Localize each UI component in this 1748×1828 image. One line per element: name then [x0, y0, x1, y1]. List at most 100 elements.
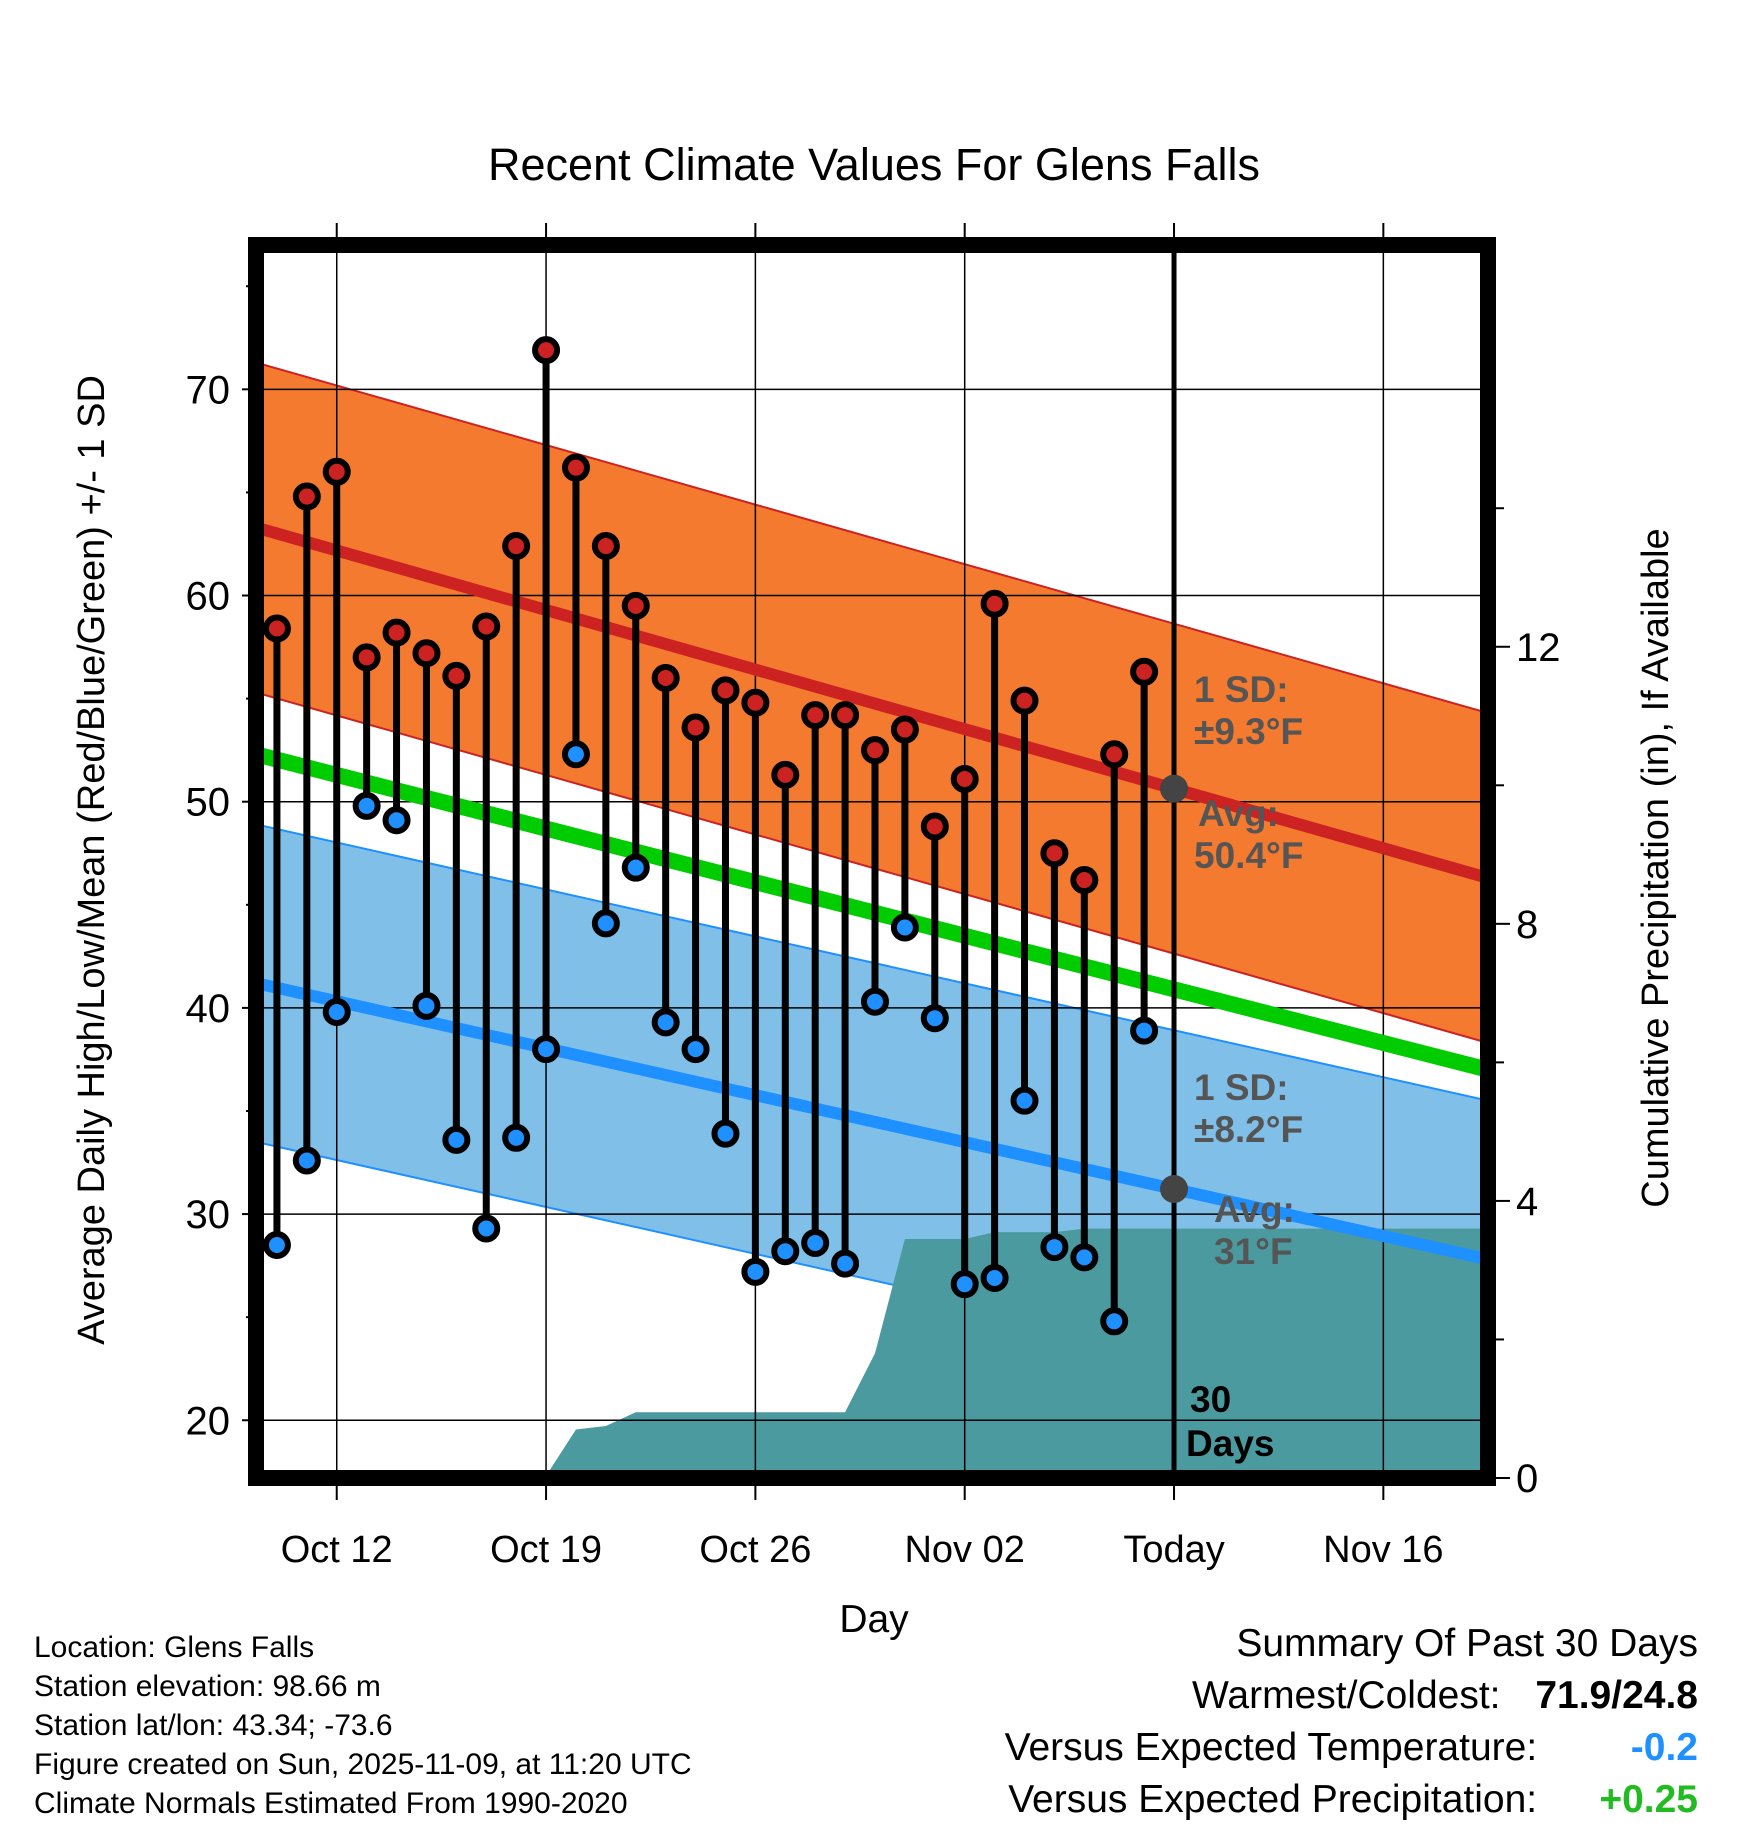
observed-high-point [980, 589, 1009, 618]
y2-tick-label: 4 [1516, 1180, 1538, 1224]
high-normal-line [256, 521, 1488, 884]
high-avg-label: Avg: [1198, 793, 1279, 834]
observed-high-point [741, 688, 770, 717]
observed-low-point [651, 1008, 680, 1037]
observed-low-point [741, 1257, 770, 1286]
observed-low-point [1010, 1086, 1039, 1115]
y2-tick-label: 8 [1516, 903, 1538, 947]
observed-high-point [1010, 686, 1039, 715]
y2-tick-label: 0 [1516, 1457, 1538, 1501]
observed-high-point [711, 676, 740, 705]
observed-low-point [591, 909, 620, 938]
observed-high-point [860, 736, 889, 765]
y-tick-label: 30 [186, 1193, 231, 1237]
x-tick-label: Oct 12 [281, 1529, 393, 1571]
elevation-text: Station elevation: 98.66 m [34, 1670, 381, 1703]
plot-frame [248, 237, 1496, 1486]
days-word: Days [1186, 1423, 1274, 1464]
observed-high-point [591, 532, 620, 561]
temp-diff-label: Versus Expected Temperature: [1004, 1726, 1538, 1769]
observed-high-point [561, 453, 590, 482]
observed-low-point [980, 1263, 1009, 1292]
y-axis-label: Average Daily High/Low/Mean (Red/Blue/Gr… [71, 375, 113, 1345]
observed-high-point [442, 661, 471, 690]
observed-high-point [801, 701, 830, 730]
observed-high-point [352, 643, 381, 672]
x-tick-label: Today [1123, 1529, 1224, 1571]
x-axis-label: Day [839, 1598, 909, 1641]
location-text: Location: Glens Falls [34, 1631, 315, 1664]
summary-panel: Summary Of Past 30 Days Warmest/Coldest:… [1005, 1618, 1698, 1826]
low-normal-line [256, 977, 1488, 1266]
high-average-marker [1160, 774, 1189, 803]
precip-diff-label: Versus Expected Precipitation: [1008, 1778, 1538, 1821]
y-tick-label: 70 [186, 368, 231, 412]
y-tick-label: 60 [186, 575, 231, 619]
observed-high-point [681, 713, 710, 742]
observed-low-point [920, 1004, 949, 1033]
observed-low-point [681, 1035, 710, 1064]
observed-low-point [771, 1237, 800, 1266]
summary-warm-cold-row: Warmest/Coldest: 71.9/24.8 [1005, 1670, 1698, 1722]
observed-high-point [472, 612, 501, 641]
observed-low-point [322, 998, 351, 1027]
observed-high-point [532, 336, 561, 365]
observed-low-point [472, 1214, 501, 1243]
precipitation-area [256, 1228, 1488, 1478]
observed-high-point [502, 532, 531, 561]
low-average-marker [1160, 1175, 1189, 1204]
y-tick-label: 50 [186, 781, 231, 825]
observed-low-point [950, 1270, 979, 1299]
observed-high-point [1130, 657, 1159, 686]
x-tick-label: Nov 02 [904, 1529, 1024, 1571]
observed-high-point [651, 663, 680, 692]
observed-high-point [262, 614, 291, 643]
observed-low-point [502, 1123, 531, 1152]
observed-low-point [352, 791, 381, 820]
high-sd-value: ±9.3°F [1194, 711, 1303, 752]
observed-high-point [292, 482, 321, 511]
observed-high-point [920, 812, 949, 841]
observed-low-point [532, 1035, 561, 1064]
temp-diff-value: -0.2 [1630, 1726, 1698, 1769]
warm-cold-value: 71.9/24.8 [1535, 1674, 1698, 1717]
x-tick-label: Oct 26 [699, 1529, 811, 1571]
observed-low-point [292, 1146, 321, 1175]
observed-high-point [831, 701, 860, 730]
days-number: 30 [1190, 1379, 1231, 1420]
observed-low-point [890, 913, 919, 942]
observed-high-point [621, 591, 650, 620]
observed-high-point [412, 639, 441, 668]
precip-diff-value: +0.25 [1599, 1778, 1698, 1821]
observed-low-point [561, 740, 590, 769]
summary-title: Summary Of Past 30 Days [1236, 1622, 1698, 1665]
summary-temp-row: Versus Expected Temperature: -0.2 [1005, 1722, 1698, 1774]
observed-low-point [262, 1231, 291, 1260]
observed-low-point [801, 1228, 830, 1257]
low-sd-value: ±8.2°F [1194, 1109, 1303, 1150]
observed-high-point [950, 765, 979, 794]
observed-high-point [322, 457, 351, 486]
y2-axis-label: Cumulative Precipitation (in), If Availa… [1635, 528, 1677, 1207]
station-info: Location: Glens Falls Station elevation:… [34, 1628, 692, 1823]
observed-low-point [831, 1249, 860, 1278]
observed-low-point [412, 991, 441, 1020]
observed-low-point [621, 853, 650, 882]
high-sd-label: 1 SD: [1194, 669, 1289, 710]
high-avg-value: 50.4°F [1194, 835, 1303, 876]
observed-low-point [711, 1119, 740, 1148]
observed-low-point [1070, 1243, 1099, 1272]
observed-high-point [1070, 866, 1099, 895]
x-tick-label: Oct 19 [490, 1529, 602, 1571]
observed-high-point [382, 618, 411, 647]
low-sd-label: 1 SD: [1194, 1067, 1289, 1108]
summary-precip-row: Versus Expected Precipitation: +0.25 [1005, 1774, 1698, 1826]
y-tick-label: 20 [186, 1399, 231, 1443]
x-tick-label: Nov 16 [1323, 1529, 1443, 1571]
observed-low-point [1040, 1233, 1069, 1262]
observed-high-point [1040, 839, 1069, 868]
observed-low-point [860, 987, 889, 1016]
low-avg-label: Avg: [1214, 1189, 1295, 1230]
